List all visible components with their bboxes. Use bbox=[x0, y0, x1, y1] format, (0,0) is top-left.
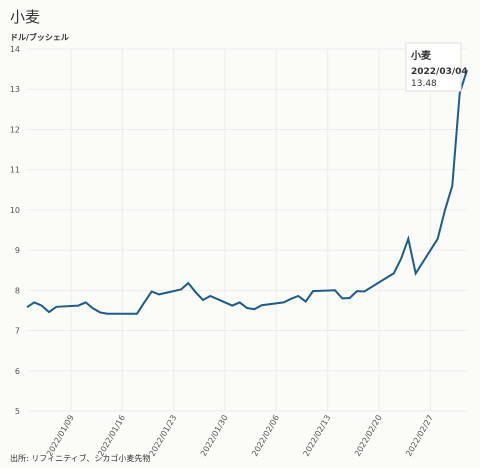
tooltip-value: 13.48 bbox=[411, 79, 437, 89]
y-tick-label: 10 bbox=[10, 206, 20, 215]
y-tick-label: 7 bbox=[15, 327, 20, 336]
tooltip-date: 2022/03/04 bbox=[411, 67, 468, 77]
tooltip-box bbox=[405, 42, 462, 92]
chart-title: 小麦 bbox=[10, 8, 40, 26]
y-tick-label: 13 bbox=[10, 85, 20, 94]
tooltip-series: 小麦 bbox=[410, 49, 432, 62]
grid bbox=[27, 48, 467, 412]
x-tick-label: 2022/02/20 bbox=[353, 414, 384, 458]
y-tick-label: 8 bbox=[15, 286, 20, 295]
y-tick-label: 9 bbox=[15, 246, 20, 255]
y-tick-label: 14 bbox=[10, 45, 20, 54]
x-tick-label: 2022/01/23 bbox=[148, 414, 179, 458]
x-tick-label: 2022/02/06 bbox=[250, 414, 281, 458]
x-tick-label: 2022/01/16 bbox=[96, 414, 127, 458]
y-tick-label: 6 bbox=[15, 367, 20, 376]
x-tick-label: 2022/02/13 bbox=[302, 414, 333, 458]
y-tick-label: 11 bbox=[10, 166, 20, 175]
line bbox=[26, 69, 468, 315]
tooltip: 小麦 2022/03/04 13.48 bbox=[405, 42, 468, 92]
source-note: 出所: リフィニティブ、シカゴ小麦先物 bbox=[10, 453, 150, 463]
x-tick-label: 2022/01/09 bbox=[45, 414, 76, 458]
y-tick-label: 5 bbox=[15, 407, 20, 416]
x-tick-label: 2022/02/27 bbox=[404, 414, 435, 458]
x-tick-label: 2022/01/30 bbox=[199, 414, 230, 458]
y-tick-label: 12 bbox=[10, 125, 20, 134]
y-axis-label: ドル/ブッシェル bbox=[10, 32, 69, 42]
plot bbox=[26, 69, 468, 315]
